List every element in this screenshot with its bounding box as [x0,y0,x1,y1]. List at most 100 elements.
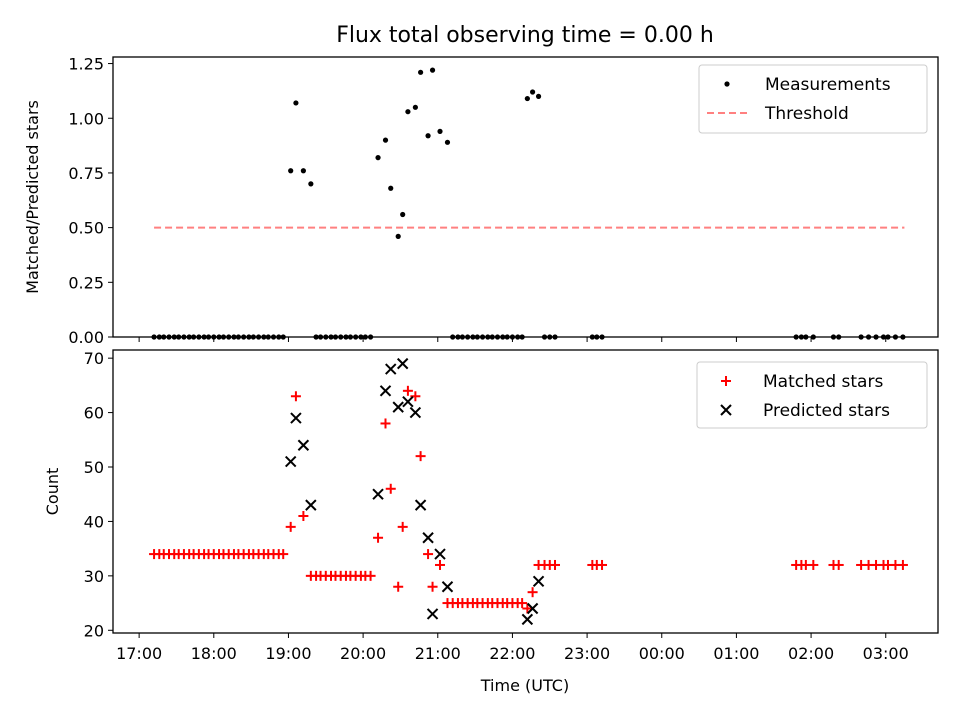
top-panel-x-axis [138,337,887,342]
x-tick-label: 01:00 [713,644,759,663]
cross-b [720,404,732,416]
predicted-star-point [414,499,427,511]
matched-star-point [290,391,301,402]
measurement-point [375,155,381,161]
bottom-panel-frame [112,349,939,634]
chart-title: Flux total observing time = 0.00 h [336,23,714,48]
y-tick-label: 0.25 [68,273,104,292]
measurement-point [529,89,536,95]
legend-measurements-label: Measurements [765,75,891,95]
bottom-legend-box [696,361,928,429]
cross-b [526,602,539,615]
cross-b [402,395,414,408]
matched-star-point [393,581,404,592]
cross-b [305,499,317,511]
y-tick-label: 1.25 [68,55,104,74]
measurement-point [308,181,314,187]
y-tick-label: 30 [84,567,104,586]
legend-matched-label: Matched stars [763,372,883,392]
predicted-star-point [290,412,302,424]
y-tick-label: 0.50 [68,219,104,238]
predicted-star-point [434,548,446,560]
predicted-star-point [305,499,317,511]
predicted-star-point [426,608,439,620]
y-tick-label: 40 [84,512,104,531]
measurement-point [382,137,389,143]
predicted-star-point [402,395,414,408]
legend-threshold-label: Threshold [764,104,849,124]
legend-cross [720,404,732,416]
predicted-star-point [526,602,539,615]
measurement-point [429,67,436,73]
cross-b [422,532,434,544]
bottom-panel-y-axis: 20 30 40 50 60 70 [84,349,113,640]
cross-b [426,608,439,620]
matched-star-point [373,532,384,543]
matched-star-point [365,570,376,581]
matched-star-point [298,510,309,521]
legend-measurements-marker [724,81,730,87]
cross-b [441,581,454,593]
cross-b [434,548,446,560]
measurement-point [400,211,406,218]
measurement-point [288,168,294,174]
predicted-star-point [284,455,297,468]
matched-star-point [285,521,296,532]
predicted-star-point [396,357,409,370]
legend-plus [721,376,731,386]
x-tick-label: 03:00 [863,644,909,663]
matched-star-point [415,451,426,462]
matched-star-point [402,385,413,396]
top-panel-marks [151,67,906,340]
cross-b [284,455,297,468]
cross-b [532,575,545,588]
y-tick-label: 50 [84,458,104,477]
measurement-point [395,233,401,239]
legend-predicted-marker [720,404,732,416]
cross-b [297,439,310,451]
legend-predicted-label: Predicted stars [763,401,890,421]
predicted-star-point [392,401,404,413]
predicted-star-point [372,488,384,500]
cross-b [290,412,302,424]
measurement-point [405,109,411,115]
cross-b [396,357,409,370]
predicted-star-point [409,406,422,419]
bottom-panel-x-axis: 17:00 18:00 19:00 20:00 21:00 22:00 23:00 00:00… [116,633,909,663]
measurement-point [300,168,306,174]
y-tick-label: 60 [84,404,104,423]
bottom-panel-y-label: Count [43,468,62,516]
y-tick-label: 70 [84,349,104,368]
top-legend-box [698,64,928,134]
matched-star-point [527,587,538,598]
matched-star-point [522,603,533,614]
x-tick-label: 17:00 [116,644,162,663]
top-panel-frame [112,56,939,338]
top-panel-y-label: Matched/Predicted stars [23,100,42,294]
matched-star-point [549,559,560,570]
matched-star-point [833,559,844,570]
top-panel-y-axis: 0.00 0.25 0.50 0.75 1.00 1.25 [68,55,113,347]
x-tick-label: 20:00 [340,644,386,663]
cross-b [521,613,534,626]
x-tick-label: 19:00 [265,644,311,663]
top-panel-legend: Measurements Threshold [698,64,928,134]
matched-star-point [278,549,289,560]
matched-star-point [397,521,408,532]
x-tick-label: 21:00 [415,644,461,663]
x-tick-label: 18:00 [191,644,237,663]
legend-matched-marker [721,376,731,386]
measurement-point [524,95,530,102]
cross-b [392,401,404,413]
predicted-star-point [385,363,397,375]
predicted-star-point [297,439,310,451]
matched-star-point [385,483,396,494]
predicted-star-point [441,581,454,593]
y-tick-label: 20 [84,621,104,640]
bottom-panel-marks [149,357,908,626]
y-tick-label: 1.00 [68,109,104,128]
measurement-point [412,104,418,110]
measurement-point [293,100,299,106]
x-tick-label: 23:00 [564,644,610,663]
